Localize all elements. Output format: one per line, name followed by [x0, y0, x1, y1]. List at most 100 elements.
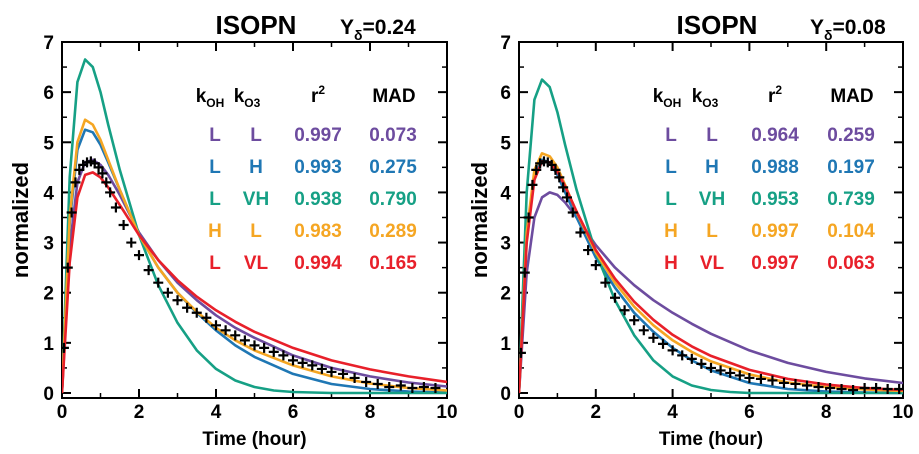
- y-axis-label: normalized: [8, 162, 33, 278]
- observed-point: [407, 382, 418, 393]
- row-r2: 0.997: [294, 125, 342, 146]
- observed-point: [153, 277, 164, 288]
- observed-point: [97, 168, 108, 179]
- row-r2: 0.983: [294, 221, 342, 242]
- observed-point: [706, 362, 716, 373]
- row-ko3: L: [250, 221, 262, 242]
- observed-point: [66, 207, 77, 218]
- row-ko3: VH: [243, 189, 269, 210]
- observed-point: [567, 207, 578, 218]
- observed-point: [667, 345, 678, 356]
- x-tick-label: 4: [667, 402, 678, 423]
- x-tick-label: 6: [288, 402, 299, 423]
- observed-point: [288, 355, 298, 366]
- row-mad: 0.197: [827, 157, 875, 178]
- row-koh: L: [665, 157, 677, 178]
- observed-point: [361, 376, 372, 387]
- y-tick-label: 2: [500, 284, 511, 305]
- observed-point: [211, 320, 221, 331]
- observed-point: [118, 220, 129, 231]
- observed-point: [859, 382, 870, 393]
- row-r2: 0.938: [294, 189, 342, 210]
- row-r2: 0.988: [751, 157, 799, 178]
- observed-point: [172, 295, 183, 306]
- observed-point: [894, 383, 903, 394]
- observed-point: [531, 164, 542, 175]
- observed-point: [600, 277, 611, 288]
- observed-point: [326, 366, 337, 377]
- observed-point: [848, 384, 859, 395]
- x-tick-label: 8: [821, 402, 832, 423]
- observed-point: [836, 383, 847, 394]
- observed-point: [239, 335, 250, 346]
- row-ko3: L: [706, 221, 718, 242]
- x-tick-label: 0: [57, 402, 68, 423]
- row-r2: 0.997: [751, 253, 799, 274]
- observed-point: [734, 370, 745, 381]
- observed-point: [813, 381, 824, 392]
- observed-point: [62, 342, 69, 353]
- row-koh: L: [209, 125, 221, 146]
- observed-point: [558, 182, 569, 193]
- observed-point: [629, 315, 640, 326]
- plot-area: [62, 58, 447, 395]
- observed-point: [778, 377, 789, 388]
- x-tick-label: 6: [744, 402, 755, 423]
- observed-point: [677, 350, 688, 361]
- x-axis-label: Time (hour): [659, 429, 763, 450]
- yield-value: =0.24: [363, 16, 416, 39]
- observed-point: [249, 340, 260, 351]
- fit-table-row: L L 0.964 0.259: [665, 125, 875, 146]
- observed-point: [105, 187, 116, 198]
- yield-symbol: Y: [810, 16, 824, 39]
- header-r2: r2: [311, 83, 325, 107]
- fit-table-row: L H 0.988 0.197: [665, 157, 875, 178]
- y-tick-label: 7: [43, 33, 54, 54]
- observed-point: [882, 383, 893, 394]
- header-koh: kOH: [653, 86, 682, 110]
- observed-point: [658, 338, 668, 349]
- row-mad: 0.790: [369, 189, 417, 210]
- x-tick-label: 2: [591, 402, 602, 423]
- yield-symbol: Y: [340, 16, 354, 39]
- y-tick-label: 1: [43, 334, 54, 355]
- observed-point: [338, 368, 349, 379]
- observed-point: [871, 382, 882, 393]
- y-tick-label: 6: [43, 83, 54, 104]
- series-line-orange: [62, 118, 447, 394]
- header-ko3: kO3: [692, 86, 719, 110]
- observed-point: [268, 346, 279, 357]
- observed-point: [696, 358, 707, 369]
- row-mad: 0.104: [827, 221, 875, 242]
- observed-point: [384, 381, 395, 392]
- series-line-green: [519, 78, 903, 395]
- observed-point: [126, 237, 137, 248]
- row-koh: L: [209, 253, 221, 274]
- observed-point: [527, 179, 538, 190]
- observed-point: [523, 212, 534, 223]
- observed-point: [278, 350, 289, 361]
- chart-panel-2: ISOPN Yδ=0.08 0 2 4 6 8 10 0 1 2 3 4 5 6 7 Time (hour) no…: [467, 10, 914, 450]
- row-mad: 0.259: [827, 125, 875, 146]
- row-r2: 0.997: [751, 221, 799, 242]
- observed-point: [230, 330, 241, 341]
- fit-table-row: L VH 0.938 0.790: [209, 189, 417, 210]
- fit-table-header: kOH kO3 r2 MAD: [653, 83, 874, 110]
- x-tick-label: 8: [365, 402, 376, 423]
- row-koh: H: [664, 253, 678, 274]
- row-mad: 0.289: [369, 221, 417, 242]
- row-mad: 0.275: [369, 157, 417, 178]
- series-line-green: [62, 58, 447, 395]
- observed-point: [372, 378, 383, 389]
- observed-point: [143, 265, 154, 276]
- x-axis-label: Time (hour): [202, 429, 306, 450]
- row-mad: 0.073: [369, 125, 417, 146]
- yield-subscript: δ: [354, 27, 363, 43]
- observed-point: [744, 372, 755, 383]
- observed-point: [519, 347, 526, 358]
- observed-point: [62, 262, 73, 273]
- header-koh: kOH: [196, 86, 225, 110]
- observed-point: [610, 292, 620, 303]
- x-tick-label: 0: [514, 402, 525, 423]
- x-tick-label: 4: [211, 402, 222, 423]
